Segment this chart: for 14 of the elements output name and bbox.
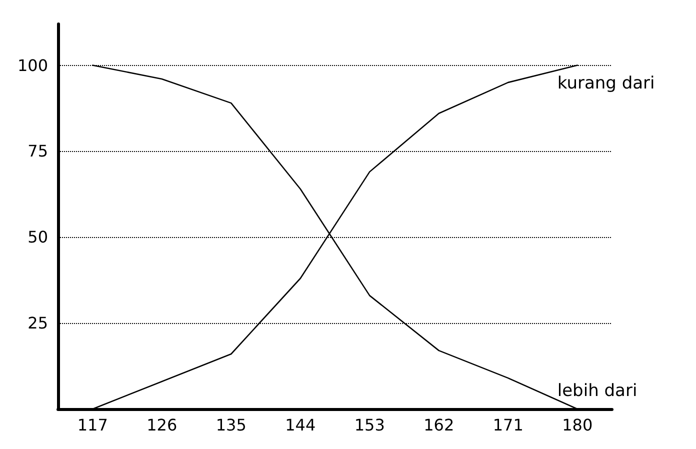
x-tick-label: 144	[285, 416, 316, 434]
x-tick-label: 180	[562, 416, 593, 434]
x-tick-label: 135	[216, 416, 246, 434]
x-tick-label: 162	[424, 416, 454, 434]
x-tick-label: 153	[354, 416, 385, 434]
y-tick-label: 25	[28, 314, 48, 333]
series-label: lebih dari	[557, 381, 638, 401]
series-label: kurang dari	[557, 73, 655, 94]
x-tick-label: 171	[492, 416, 524, 434]
y-tick-label: 100	[17, 56, 48, 75]
y-tick-label: 75	[28, 142, 48, 161]
x-tick-label: 126	[146, 416, 178, 434]
x-tick-label: 117	[77, 416, 108, 434]
y-tick-label: 50	[28, 228, 48, 247]
